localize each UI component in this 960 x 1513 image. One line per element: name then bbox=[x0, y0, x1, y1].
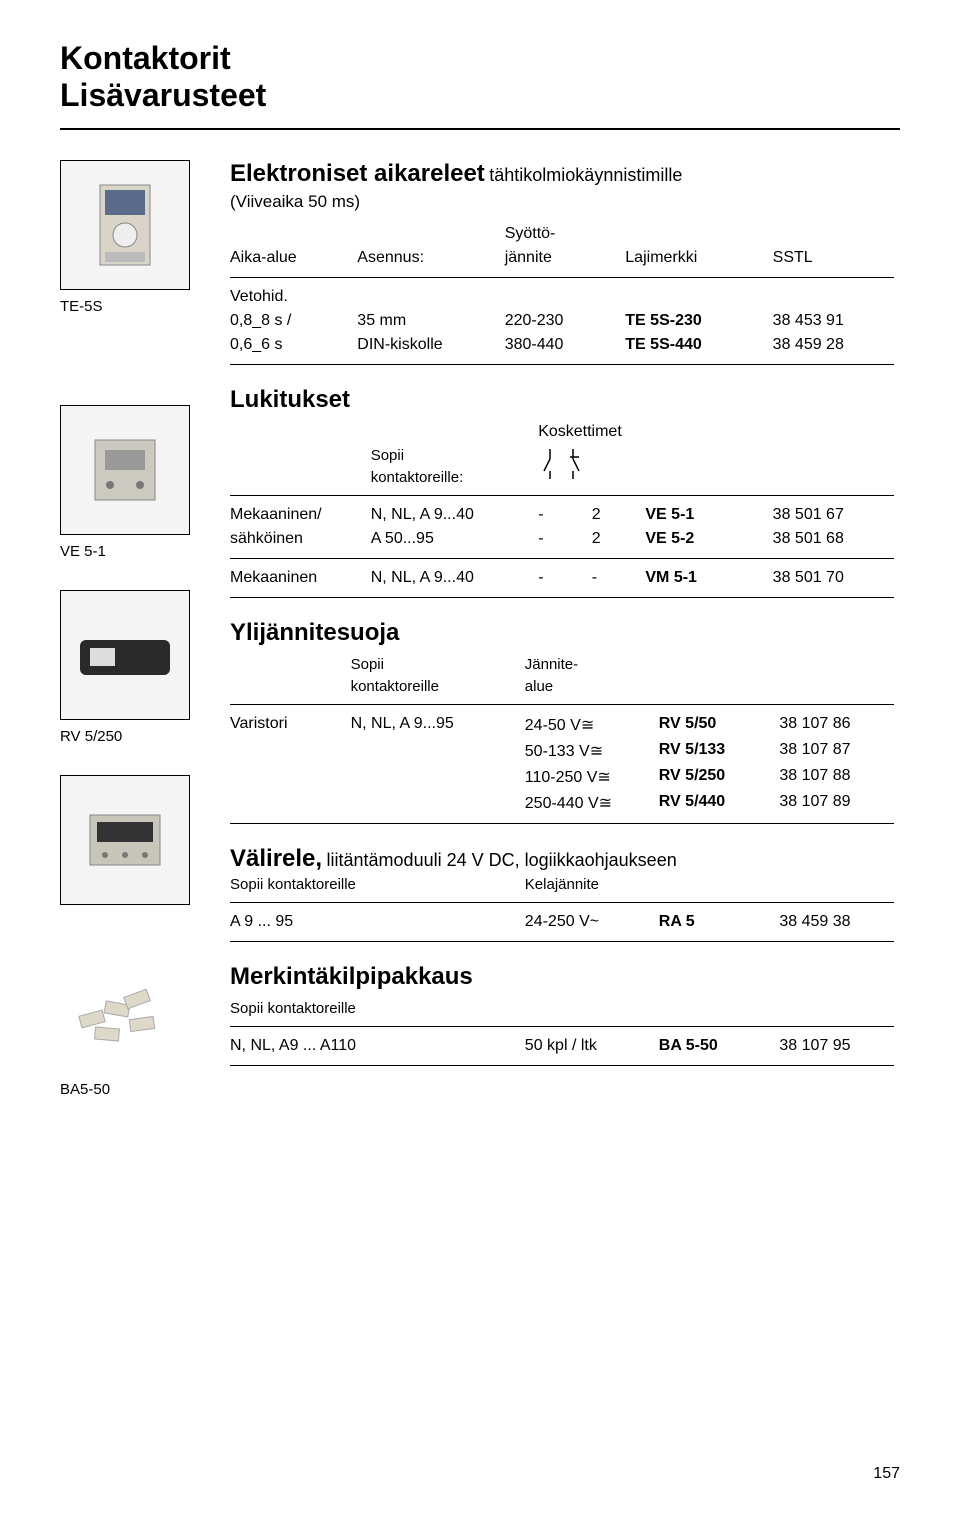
table-row: 0,6_6 s DIN-kiskolle 380-440 TE 5S-440 3… bbox=[230, 333, 900, 357]
table-row: 250-440 V≅ RV 5/440 38 107 89 bbox=[230, 790, 900, 816]
sec2-hdr-sopii: Sopii bbox=[371, 444, 539, 466]
contact-symbol-icon bbox=[538, 447, 588, 481]
section-lukitukset: Lukitukset Koskettimet Sopii bbox=[230, 386, 900, 605]
table-row: Mekaaninen/ N, NL, A 9...40 - 2 VE 5-1 3… bbox=[230, 503, 900, 527]
sec2-hdr-kosk: Koskettimet bbox=[538, 420, 645, 444]
header-title-2: Lisävarusteet bbox=[60, 77, 900, 114]
sec5-title: Merkintäkilpipakkaus bbox=[230, 963, 900, 991]
table-row: 110-250 V≅ RV 5/250 38 107 88 bbox=[230, 764, 900, 790]
sec4-table: Sopii kontaktoreille Kelajännite A 9 ...… bbox=[230, 873, 900, 949]
sec1-hdr-c5: SSTL bbox=[773, 246, 900, 270]
product-image-te5s bbox=[60, 160, 190, 290]
sec1-hdr-c1: Aika-alue bbox=[230, 246, 357, 270]
product-image-ra5 bbox=[60, 775, 190, 905]
sec1-paren: (Viiveaika 50 ms) bbox=[230, 192, 900, 212]
table-row: A 9 ... 95 24-250 V~ RA 5 38 459 38 bbox=[230, 910, 900, 934]
section-merkintakilpipakkaus: Merkintäkilpipakkaus Sopii kontaktoreill… bbox=[230, 963, 900, 1073]
table-row: sähköinen A 50...95 - 2 VE 5-2 38 501 68 bbox=[230, 527, 900, 551]
sec1-table: Syöttö- Aika-alue Asennus: jännite Lajim… bbox=[230, 222, 900, 372]
sec4-title-light: liitäntämoduuli 24 V DC, logiikkaohjauks… bbox=[327, 850, 677, 870]
sec1-hdr-c4: Lajimerkki bbox=[625, 246, 772, 270]
label-rv5250: RV 5/250 bbox=[60, 728, 210, 745]
sec1-title-light: tähtikolmiokäynnistimille bbox=[489, 165, 682, 185]
sec5-table: Sopii kontaktoreille N, NL, A9 ... A110 … bbox=[230, 997, 900, 1073]
section-valirele: Välirele, liitäntämoduuli 24 V DC, logii… bbox=[230, 845, 900, 949]
sec1-title-bold: Elektroniset aikareleet bbox=[230, 160, 485, 187]
header-title-1: Kontaktorit bbox=[60, 40, 900, 77]
sec3-title: Ylijännitesuoja bbox=[230, 619, 900, 647]
sec1-hdr-c3b: jännite bbox=[505, 246, 626, 270]
section-ylijannitesuoja: Ylijännitesuoja Sopii Jännite- kontaktor… bbox=[230, 619, 900, 831]
sec1-vetohid: Vetohid. bbox=[230, 285, 900, 309]
sec2-hdr-kont: kontaktoreille: bbox=[371, 466, 539, 488]
label-te5s: TE-5S bbox=[60, 298, 210, 315]
table-row: 0,8_8 s / 35 mm 220-230 TE 5S-230 38 453… bbox=[230, 309, 900, 333]
sec3-table: Sopii Jännite- kontaktoreille alue Varis… bbox=[230, 653, 900, 831]
sec4-title-bold: Välirele, bbox=[230, 845, 322, 872]
product-image-ba550 bbox=[60, 943, 190, 1073]
sec2-title: Lukitukset bbox=[230, 386, 900, 414]
sec2-table: Koskettimet Sopii bbox=[230, 420, 900, 605]
sec1-hdr-c2: Asennus: bbox=[357, 246, 504, 270]
table-row: N, NL, A9 ... A110 50 kpl / ltk BA 5-50 … bbox=[230, 1034, 900, 1058]
label-ve51: VE 5-1 bbox=[60, 543, 210, 560]
table-row: 50-133 V≅ RV 5/133 38 107 87 bbox=[230, 738, 900, 764]
header-rule bbox=[60, 128, 900, 130]
sec1-hdr-c3a: Syöttö- bbox=[505, 222, 626, 246]
section-aikareleet: Elektroniset aikareleet tähtikolmiokäynn… bbox=[230, 160, 900, 372]
product-image-ve51 bbox=[60, 405, 190, 535]
right-column: Elektroniset aikareleet tähtikolmiokäynn… bbox=[230, 160, 900, 1128]
table-row: Mekaaninen N, NL, A 9...40 - - VM 5-1 38… bbox=[230, 566, 900, 590]
label-ba550: BA5-50 bbox=[60, 1081, 210, 1098]
product-image-rv5250 bbox=[60, 590, 190, 720]
left-column: TE-5S VE 5-1 RV 5/250 bbox=[60, 160, 230, 1128]
page-header: Kontaktorit Lisävarusteet bbox=[60, 40, 900, 114]
table-row: Varistori N, NL, A 9...95 24-50 V≅ RV 5/… bbox=[230, 712, 900, 738]
page-number: 157 bbox=[873, 1465, 900, 1483]
